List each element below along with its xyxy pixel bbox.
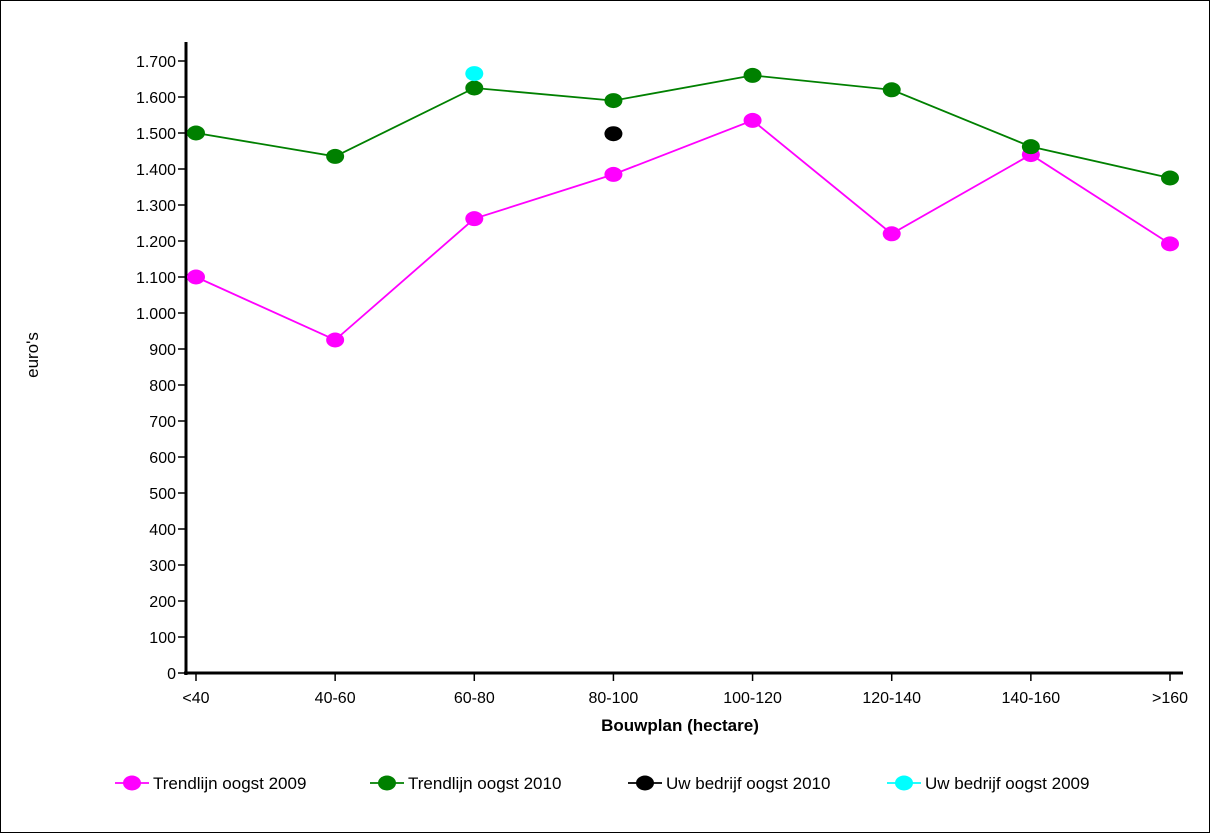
data-point xyxy=(465,80,484,96)
x-tick-label: <40 xyxy=(182,690,209,707)
y-tick-label: 800 xyxy=(149,378,176,395)
data-point xyxy=(187,125,205,141)
data-point xyxy=(1161,236,1179,252)
y-tick-label: 1.400 xyxy=(136,162,176,179)
x-tick-label: 60-80 xyxy=(454,690,495,707)
data-point xyxy=(882,226,901,242)
data-point xyxy=(326,332,345,348)
data-point xyxy=(743,112,762,128)
legend-label: Trendlijn oogst 2009 xyxy=(153,774,306,793)
y-tick-label: 400 xyxy=(149,522,176,539)
data-point xyxy=(604,126,623,142)
y-tick-label: 0 xyxy=(167,666,176,683)
data-point xyxy=(604,93,623,109)
y-tick-label: 1.300 xyxy=(136,198,176,215)
y-tick-label: 1.700 xyxy=(136,54,176,71)
x-tick-label: 120-140 xyxy=(862,690,921,707)
y-tick-label: 900 xyxy=(149,342,176,359)
legend-marker xyxy=(895,775,913,791)
legend: Trendlijn oogst 2009 Trendlijn oogst 2010… xyxy=(115,774,1089,793)
y-tick-label: 200 xyxy=(149,594,176,611)
legend-label: Trendlijn oogst 2010 xyxy=(408,774,561,793)
x-tick-label: >160 xyxy=(1152,690,1188,707)
series-1 xyxy=(187,112,1179,348)
series-3 xyxy=(604,126,623,142)
x-tick-label: 100-120 xyxy=(723,690,782,707)
y-tick-label: 600 xyxy=(149,450,176,467)
data-point xyxy=(604,166,623,182)
legend-label: Uw bedrijf oogst 2009 xyxy=(925,774,1089,793)
series-line xyxy=(195,119,1171,342)
series-line xyxy=(195,74,1171,179)
legend-marker xyxy=(123,775,141,791)
series-layer xyxy=(187,66,1179,348)
y-tick-label: 300 xyxy=(149,558,176,575)
data-point xyxy=(465,66,484,82)
y-tick-label: 500 xyxy=(149,486,176,503)
data-point xyxy=(1161,170,1179,186)
y-tick-label: 1.100 xyxy=(136,270,176,287)
legend-item: Trendlijn oogst 2010 xyxy=(370,774,561,793)
legend-label: Uw bedrijf oogst 2010 xyxy=(666,774,830,793)
legend-item: Trendlijn oogst 2009 xyxy=(115,774,306,793)
x-axis-label: Bouwplan (hectare) xyxy=(601,716,759,735)
legend-marker xyxy=(636,775,654,791)
series-2 xyxy=(187,67,1179,186)
y-tick-label: 100 xyxy=(149,630,176,647)
legend-marker xyxy=(378,775,396,791)
x-tick-label: 140-160 xyxy=(1001,690,1060,707)
data-point xyxy=(187,269,205,285)
y-tick-label: 1.200 xyxy=(136,234,176,251)
data-point xyxy=(1021,139,1040,155)
y-tick-label: 700 xyxy=(149,414,176,431)
y-tick-label: 1.000 xyxy=(136,306,176,323)
y-axis: 0 100 200 300 400 500 600 700 800 900 1.000 1.100 1.… xyxy=(136,42,188,683)
y-tick-label: 1.500 xyxy=(136,126,176,143)
series-4 xyxy=(465,66,484,82)
x-tick-label: 40-60 xyxy=(315,690,356,707)
data-point xyxy=(882,82,901,98)
legend-item: Uw bedrijf oogst 2009 xyxy=(887,774,1089,793)
x-tick-label: 80-100 xyxy=(589,690,639,707)
y-axis-label: euro's xyxy=(23,332,42,378)
legend-item: Uw bedrijf oogst 2010 xyxy=(628,774,830,793)
data-point xyxy=(465,211,484,227)
data-point xyxy=(326,148,345,164)
x-axis: <40 40-60 60-80 80-100 100-120 120-140 140-160… xyxy=(182,671,1188,707)
y-tick-label: 1.600 xyxy=(136,90,176,107)
data-point xyxy=(743,67,762,83)
